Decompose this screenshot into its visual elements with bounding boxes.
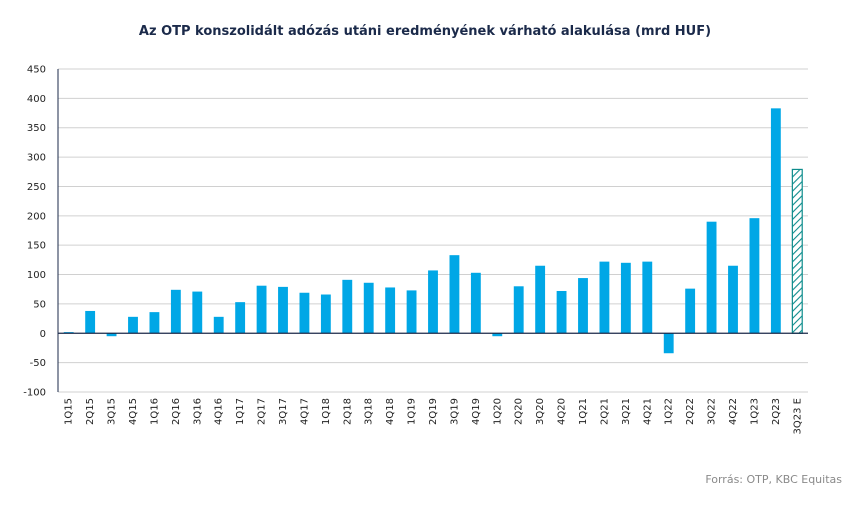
y-tick-label: -50 [30,358,46,369]
bars [63,108,803,354]
bar [149,312,160,334]
chart-title: Az OTP konszolidált adózás utáni eredmén… [138,24,712,39]
bar [599,261,610,334]
bar [706,221,717,334]
x-tick-label: 4Q15 [128,398,139,425]
x-axis-ticks: 1Q15 2Q15 3Q15 4Q15 1Q16 2Q16 3Q16 4Q16 1Q17 2Q17… [64,398,804,434]
bar [385,287,396,334]
bar [428,270,438,334]
bar [192,291,203,334]
gridlines [58,68,808,393]
x-tick-label: 3Q19 [449,398,460,425]
bar [513,286,524,334]
x-tick-label: 4Q18 [385,398,396,425]
bar [449,255,460,334]
y-tick-label: 100 [27,270,46,281]
x-tick-label: 4Q19 [471,398,482,425]
x-tick-label: 4Q22 [728,398,739,425]
x-tick-label: 4Q21 [642,398,653,425]
x-tick-label: 1Q16 [149,398,160,425]
y-axis-ticks: 450 400 350 300 250 200 150 100 50 0 -50 -100 [23,65,46,399]
bar [278,286,288,334]
x-tick-label: 2Q20 [514,398,525,425]
bar [406,290,417,334]
y-tick-label: -100 [23,388,46,399]
bar [556,290,567,334]
y-tick-label: 350 [27,123,46,134]
bar [663,333,674,354]
bar [749,218,760,334]
x-tick-label: 1Q20 [492,398,503,425]
bar [320,294,331,334]
y-tick-label: 400 [27,94,46,105]
bar [642,261,653,334]
x-tick-label: 1Q18 [321,398,332,425]
x-tick-label: 4Q17 [299,398,310,425]
x-tick-label: 1Q19 [407,398,418,425]
bar [620,262,631,334]
bar [342,279,353,334]
x-tick-label: 3Q23 E [792,398,803,434]
bar [770,108,781,334]
x-tick-label: 3Q18 [364,398,375,425]
bar [535,265,546,334]
x-tick-label: 1Q23 [749,398,760,425]
bar [85,310,96,334]
x-tick-label: 4Q16 [214,398,225,425]
x-tick-label: 1Q22 [664,398,675,425]
x-tick-label: 2Q18 [342,398,353,425]
x-tick-label: 2Q19 [428,398,439,425]
x-tick-label: 3Q17 [278,398,289,425]
y-tick-label: 50 [33,299,46,310]
y-tick-label: 200 [27,211,46,222]
bar-estimate [791,168,803,334]
x-tick-label: 3Q20 [535,398,546,425]
y-tick-label: 150 [27,241,46,252]
x-tick-label: 3Q16 [192,398,203,425]
bar [299,292,310,334]
bar [170,289,181,334]
bar [106,333,117,337]
bar [728,265,738,334]
bar [363,282,374,334]
bar [213,316,224,334]
x-tick-label: 4Q20 [557,398,568,425]
x-tick-label: 2Q16 [171,398,182,425]
x-tick-label: 1Q17 [235,398,246,425]
bar [578,278,588,334]
x-tick-label: 2Q15 [85,398,96,425]
bar [492,333,503,337]
x-tick-label: 2Q17 [257,398,268,425]
x-tick-label: 3Q15 [107,398,118,425]
bar [685,288,696,334]
source-note: Forrás: OTP, KBC Equitas [705,473,842,486]
y-tick-label: 0 [40,329,46,340]
bar [128,316,138,334]
y-tick-label: 250 [27,182,46,193]
x-tick-label: 2Q23 [771,398,782,425]
x-tick-label: 3Q22 [707,398,718,425]
bar [256,285,267,334]
axes [57,69,808,392]
bar [470,272,481,334]
x-tick-label: 3Q21 [621,398,632,425]
x-tick-label: 1Q21 [578,398,589,425]
y-tick-label: 300 [27,153,46,164]
x-tick-label: 1Q15 [64,398,75,425]
x-tick-label: 2Q21 [599,398,610,425]
x-tick-label: 2Q22 [685,398,696,425]
bar [235,302,246,334]
y-tick-label: 450 [27,65,46,76]
